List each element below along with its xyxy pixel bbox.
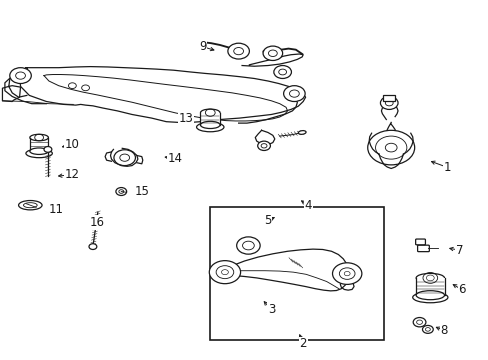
Bar (383, 95, 394, 101)
Ellipse shape (415, 291, 444, 300)
Circle shape (273, 66, 291, 78)
Text: 12: 12 (65, 168, 80, 181)
Text: 6: 6 (457, 283, 465, 296)
Circle shape (263, 46, 282, 60)
Text: 7: 7 (455, 244, 463, 257)
Ellipse shape (298, 131, 305, 134)
Circle shape (116, 188, 126, 195)
Text: 4: 4 (304, 199, 311, 212)
Text: 10: 10 (65, 138, 80, 151)
Text: 11: 11 (49, 203, 63, 216)
Circle shape (332, 263, 361, 284)
Circle shape (412, 318, 425, 327)
Circle shape (425, 328, 429, 331)
Circle shape (257, 141, 270, 150)
Ellipse shape (415, 274, 444, 282)
Ellipse shape (26, 149, 52, 158)
Text: 5: 5 (264, 214, 271, 227)
Text: 9: 9 (199, 40, 206, 53)
Text: 16: 16 (89, 216, 104, 229)
Text: 8: 8 (439, 324, 447, 337)
FancyBboxPatch shape (415, 239, 425, 245)
Ellipse shape (412, 292, 447, 303)
Circle shape (416, 320, 422, 324)
Ellipse shape (200, 121, 220, 129)
Text: 15: 15 (134, 185, 149, 198)
Ellipse shape (19, 201, 42, 210)
Ellipse shape (30, 134, 48, 141)
Bar (200, 113, 220, 125)
Circle shape (227, 43, 249, 59)
FancyBboxPatch shape (417, 245, 428, 252)
Text: 3: 3 (267, 303, 275, 316)
Text: 1: 1 (443, 161, 450, 174)
Circle shape (380, 96, 397, 109)
Circle shape (236, 237, 260, 254)
Text: 13: 13 (178, 112, 193, 125)
Text: 2: 2 (299, 337, 306, 350)
Bar (210, 207, 383, 340)
Circle shape (209, 261, 240, 284)
Circle shape (89, 244, 97, 249)
Ellipse shape (200, 109, 220, 116)
Circle shape (10, 68, 31, 84)
Circle shape (114, 150, 135, 166)
Circle shape (367, 130, 414, 165)
Circle shape (422, 325, 432, 333)
Circle shape (44, 147, 52, 152)
Text: 14: 14 (167, 152, 182, 165)
Ellipse shape (30, 148, 48, 154)
Circle shape (283, 86, 305, 102)
Bar (415, 278, 444, 295)
Ellipse shape (196, 122, 224, 132)
